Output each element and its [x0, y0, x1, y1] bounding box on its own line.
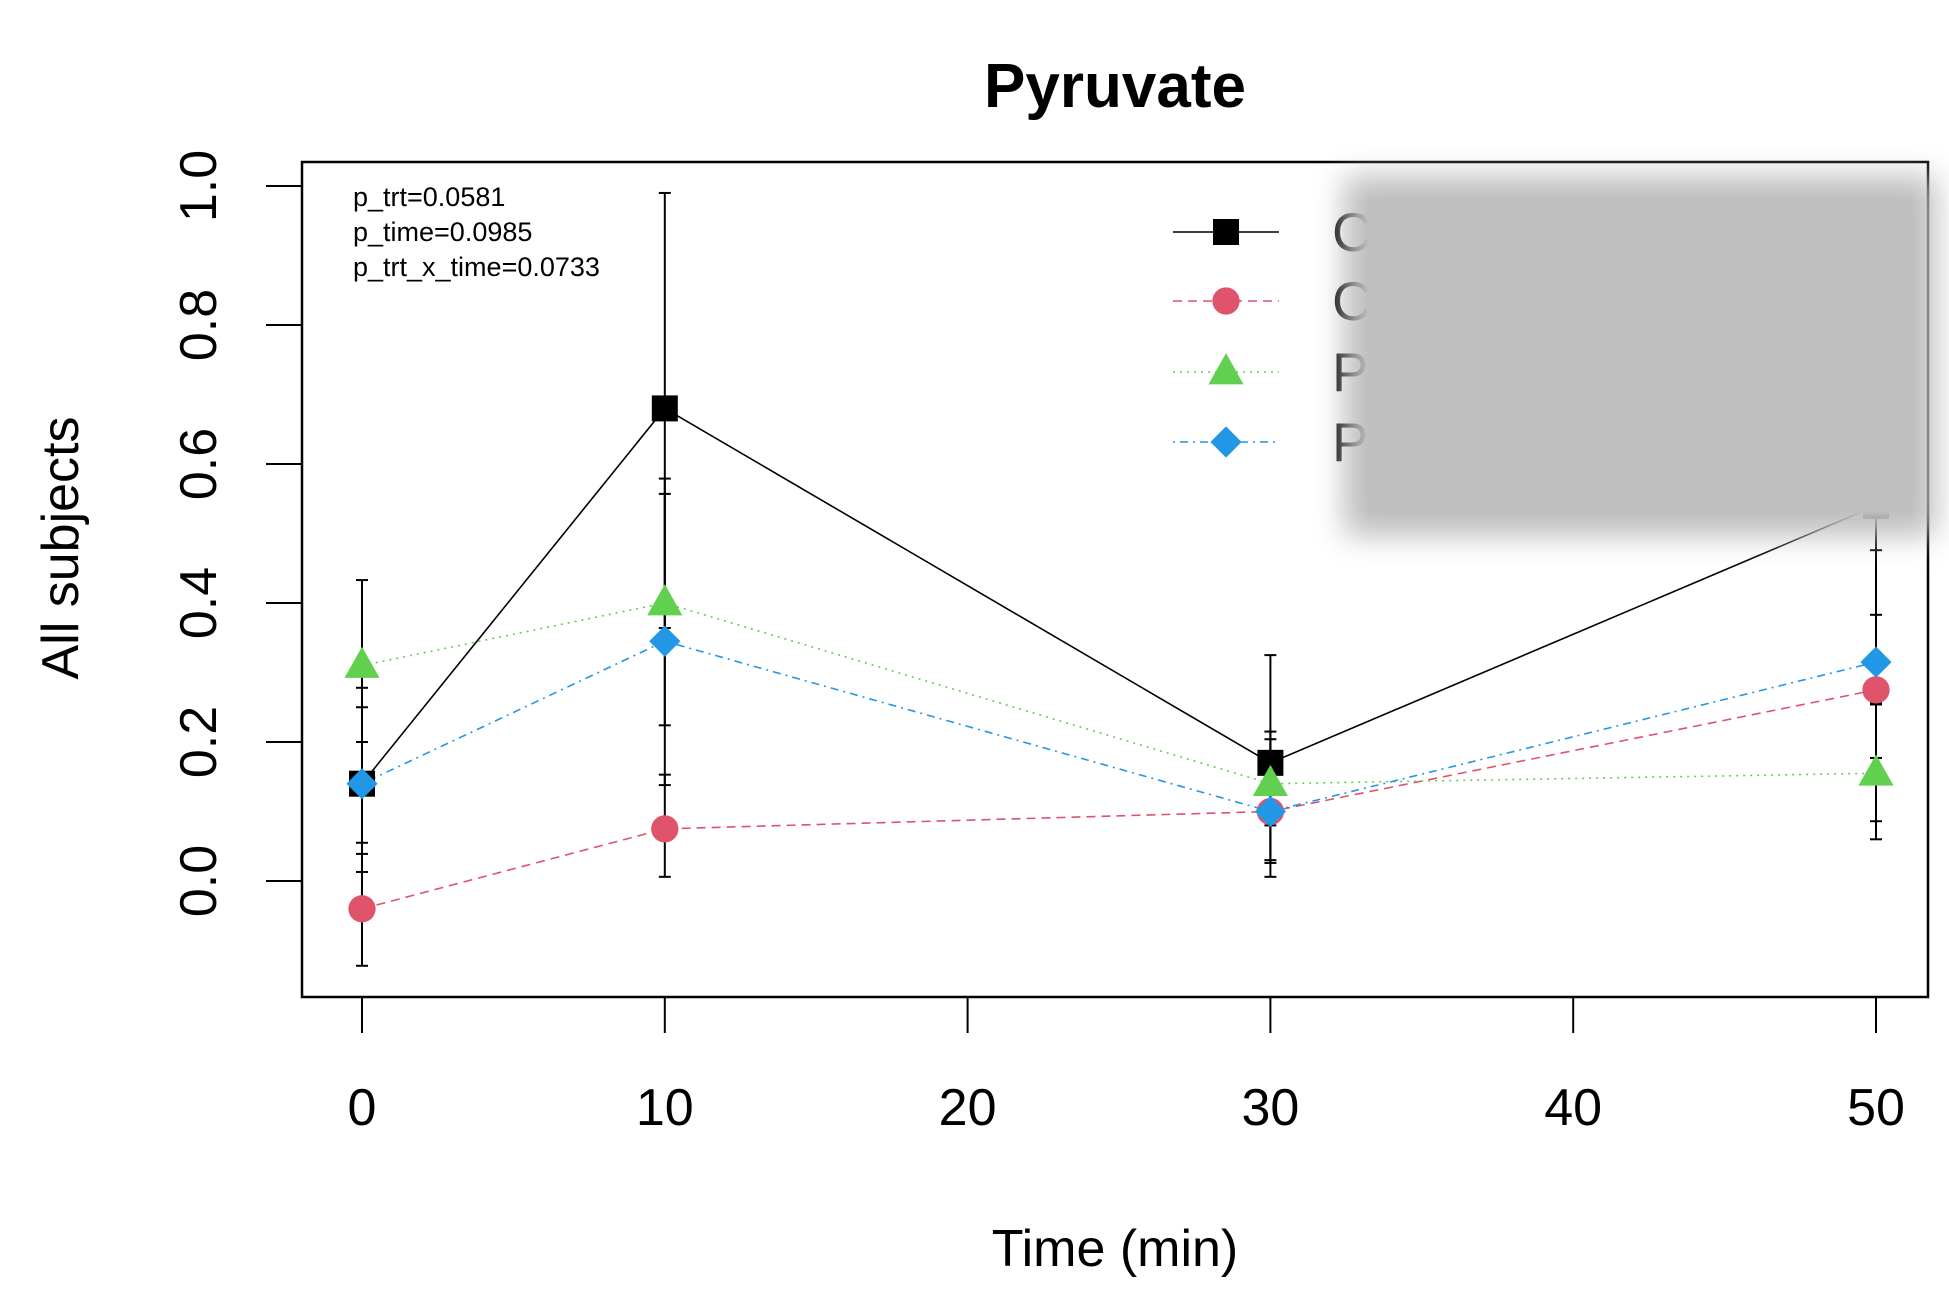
legend-square-icon [1213, 219, 1239, 245]
y-tick-label: 0.6 [170, 428, 228, 500]
x-axis: 0 10 20 30 40 50 [348, 997, 1905, 1137]
data-point-diamond [346, 768, 378, 800]
data-point-circle [651, 815, 679, 843]
data-point-diamond [1860, 646, 1892, 678]
legend-item: Pl [1173, 411, 1381, 473]
x-tick-label: 20 [939, 1079, 997, 1137]
data-point-square [651, 395, 678, 422]
x-tick-label: 0 [348, 1079, 377, 1137]
data-point-circle [348, 895, 376, 923]
y-axis-label: All subjects [32, 417, 90, 680]
data-point-triangle [647, 584, 683, 616]
redaction-blur [1366, 198, 1914, 514]
p-value-annotations: p_trt=0.0581 p_time=0.0985 p_trt_x_time=… [353, 182, 600, 282]
legend-diamond-icon [1210, 426, 1242, 458]
y-axis: 0.0 0.2 0.4 0.6 0.8 1.0 [170, 150, 302, 917]
data-point-diamond [649, 625, 681, 657]
y-tick-label: 0.0 [170, 845, 228, 917]
p-time-annotation: p_time=0.0985 [353, 217, 532, 247]
p-trt-annotation: p_trt=0.0581 [353, 182, 505, 212]
chart-title: Pyruvate [984, 52, 1246, 121]
x-tick-label: 30 [1241, 1079, 1299, 1137]
series-lines [361, 407, 1877, 910]
data-point-triangle [1858, 754, 1894, 786]
data-point-diamond [1254, 795, 1286, 828]
data-point-triangle [1252, 764, 1288, 797]
x-tick-label: 10 [636, 1079, 694, 1137]
y-tick-label: 0.4 [170, 567, 228, 639]
series-line-square [361, 407, 1877, 785]
series-line-circle [361, 689, 1877, 910]
plot-frame [300, 160, 1930, 999]
y-tick-label: 1.0 [170, 150, 228, 222]
x-tick-label: 40 [1544, 1079, 1602, 1137]
y-tick-label: 0.8 [170, 289, 228, 361]
legend-circle-icon [1212, 287, 1240, 315]
series-line-triangle [361, 602, 1877, 785]
x-tick-label: 50 [1847, 1079, 1905, 1137]
p-trt-x-time-annotation: p_trt_x_time=0.0733 [353, 252, 600, 282]
legend-item: Pl [1173, 341, 1381, 403]
x-axis-label: Time (min) [992, 1220, 1239, 1278]
y-tick-label: 0.2 [170, 706, 228, 778]
data-point-triangle [344, 646, 380, 678]
data-point-circle [1862, 676, 1890, 704]
series-line-diamond [361, 640, 1877, 813]
legend-triangle-icon [1208, 353, 1244, 385]
